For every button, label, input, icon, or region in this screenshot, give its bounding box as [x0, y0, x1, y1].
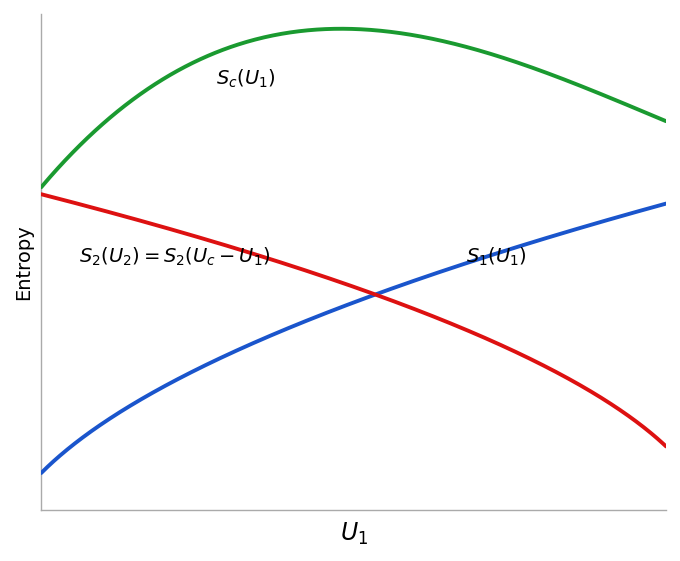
Text: $S_c(U_1)$: $S_c(U_1)$ — [216, 67, 275, 90]
Y-axis label: Entropy: Entropy — [14, 224, 33, 300]
Text: $S_1(U_1)$: $S_1(U_1)$ — [466, 246, 527, 268]
X-axis label: $\mathit{U}_1$: $\mathit{U}_1$ — [339, 521, 368, 547]
Text: $S_2(U_2) = S_2(U_c - U_1)$: $S_2(U_2) = S_2(U_c - U_1)$ — [79, 246, 270, 268]
